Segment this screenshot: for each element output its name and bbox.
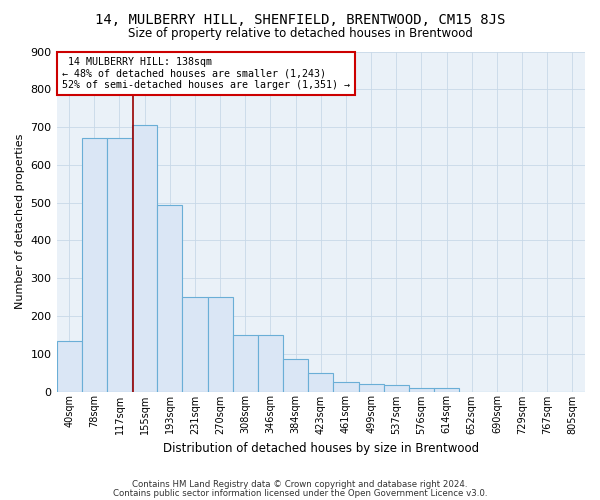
Bar (208, 297, 233, 392)
Bar (56, 340, 82, 392)
Bar (283, 360, 308, 392)
Text: 14 MULBERRY HILL: 138sqm
← 48% of detached houses are smaller (1,243)
52% of sem: 14 MULBERRY HILL: 138sqm ← 48% of detach… (62, 56, 350, 90)
Text: Contains public sector information licensed under the Open Government Licence v3: Contains public sector information licen… (113, 490, 487, 498)
Bar (132, 125, 157, 392)
Text: Contains HM Land Registry data © Crown copyright and database right 2024.: Contains HM Land Registry data © Crown c… (132, 480, 468, 489)
Bar (359, 384, 383, 392)
Bar (434, 388, 459, 392)
Bar (157, 204, 182, 392)
Bar (182, 297, 208, 392)
Text: Size of property relative to detached houses in Brentwood: Size of property relative to detached ho… (128, 28, 472, 40)
Bar (409, 388, 434, 392)
Y-axis label: Number of detached properties: Number of detached properties (15, 134, 25, 309)
Bar (107, 138, 132, 392)
Bar (308, 372, 334, 392)
Bar (383, 385, 409, 392)
Bar (233, 335, 258, 392)
X-axis label: Distribution of detached houses by size in Brentwood: Distribution of detached houses by size … (163, 442, 479, 455)
Bar (334, 382, 359, 392)
Bar (82, 138, 107, 392)
Text: 14, MULBERRY HILL, SHENFIELD, BRENTWOOD, CM15 8JS: 14, MULBERRY HILL, SHENFIELD, BRENTWOOD,… (95, 12, 505, 26)
Bar (258, 335, 283, 392)
